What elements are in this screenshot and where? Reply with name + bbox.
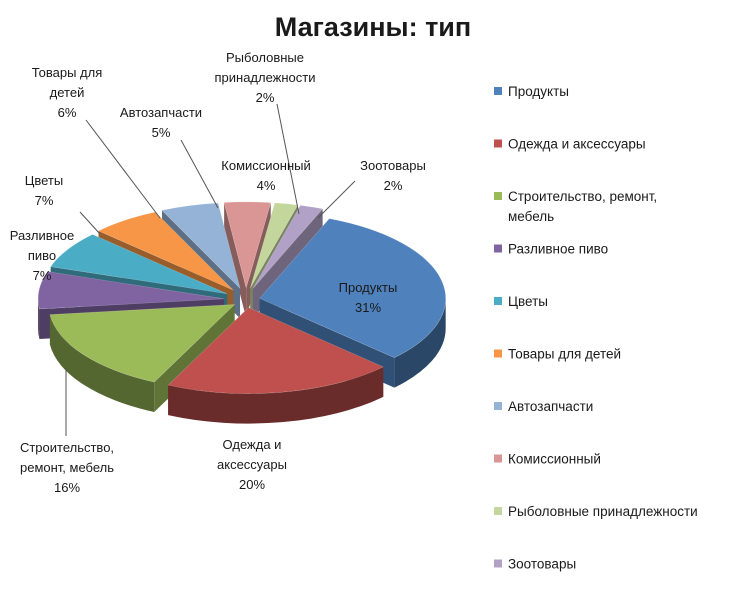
legend-label: Цветы xyxy=(508,294,548,309)
legend-label: Разливное пиво xyxy=(508,242,608,257)
leader-line-6 xyxy=(85,119,161,219)
data-label-9: Рыболовные принадлежности 2% xyxy=(214,50,315,105)
pie-slice-8 xyxy=(223,201,272,290)
legend: Продукты Одежда и аксессуары Строительство… xyxy=(494,84,698,572)
slice-outer-wall xyxy=(49,314,155,413)
legend-swatch xyxy=(494,297,502,305)
legend-item-5: Цветы xyxy=(494,294,548,309)
chart-title: Магазины: тип xyxy=(275,12,471,42)
leader-line-5 xyxy=(79,211,101,235)
data-label-10: Зоотовары 2% xyxy=(360,158,426,193)
legend-item-8: Комиссионный xyxy=(494,452,601,467)
legend-label: Строительство, ремонт, мебель xyxy=(508,189,657,224)
legend-item-4: Разливное пиво xyxy=(494,242,608,257)
leader-line-10 xyxy=(317,180,356,219)
data-label-1: Продукты 31% xyxy=(339,280,398,315)
pie-slice-7 xyxy=(161,202,241,290)
legend-label: Зоотовары xyxy=(508,557,576,572)
legend-item-2: Одежда и аксессуары xyxy=(494,137,646,152)
data-label-8: Комиссионный 4% xyxy=(221,158,310,193)
pie-slice-4 xyxy=(37,271,225,310)
legend-swatch xyxy=(494,507,502,515)
data-label-2: Одежда и аксессуары 20% xyxy=(217,437,287,492)
pie-slice-10 xyxy=(252,205,324,289)
slice-outer-wall xyxy=(168,366,384,424)
data-label-7: Автозапчасти 5% xyxy=(120,105,202,140)
data-label-6: Товары для детей 6% xyxy=(32,65,103,120)
legend-swatch xyxy=(494,139,502,148)
data-label-4: Разливное пиво 7% xyxy=(10,228,75,283)
legend-label: Одежда и аксессуары xyxy=(508,137,646,152)
legend-label: Автозапчасти xyxy=(508,399,593,414)
data-label-3: Строительство, ремонт, мебель 16% xyxy=(20,440,114,495)
legend-item-3: Строительство, ремонт, мебель xyxy=(494,189,657,224)
slice-outer-wall xyxy=(38,298,40,339)
leader-line-7 xyxy=(180,139,219,209)
legend-swatch xyxy=(494,192,502,200)
legend-item-9: Рыболовные принадлежности xyxy=(494,504,698,519)
legend-item-1: Продукты xyxy=(494,84,569,99)
leader-lines xyxy=(65,103,356,436)
legend-swatch xyxy=(494,402,502,410)
pie-slice-1 xyxy=(259,218,446,359)
slice-outer-wall xyxy=(394,298,446,388)
legend-swatch xyxy=(494,349,502,358)
legend-item-7: Автозапчасти xyxy=(494,399,593,414)
leader-line-9 xyxy=(276,103,300,215)
pie-slice-5 xyxy=(50,234,228,295)
pie-slice-2 xyxy=(167,307,384,394)
pie-slice-9 xyxy=(249,202,299,289)
legend-swatch xyxy=(494,87,502,95)
legend-swatch xyxy=(494,559,502,568)
slice-side-face xyxy=(224,202,247,318)
legend-label: Товары для детей xyxy=(508,347,621,362)
legend-item-10: Зоотовары xyxy=(494,557,576,572)
data-labels: Продукты 31% Одежда и аксессуары 20% Строител… xyxy=(10,50,426,495)
pie-slice-3 xyxy=(49,304,236,383)
legend-swatch xyxy=(494,454,502,463)
legend-label: Продукты xyxy=(508,84,569,99)
legend-item-6: Товары для детей xyxy=(494,347,621,362)
legend-label: Комиссионный xyxy=(508,452,601,467)
legend-label: Рыболовные принадлежности xyxy=(508,504,698,519)
pie-slices xyxy=(37,201,446,394)
legend-swatch xyxy=(494,244,502,253)
data-label-5: Цветы 7% xyxy=(25,173,63,208)
